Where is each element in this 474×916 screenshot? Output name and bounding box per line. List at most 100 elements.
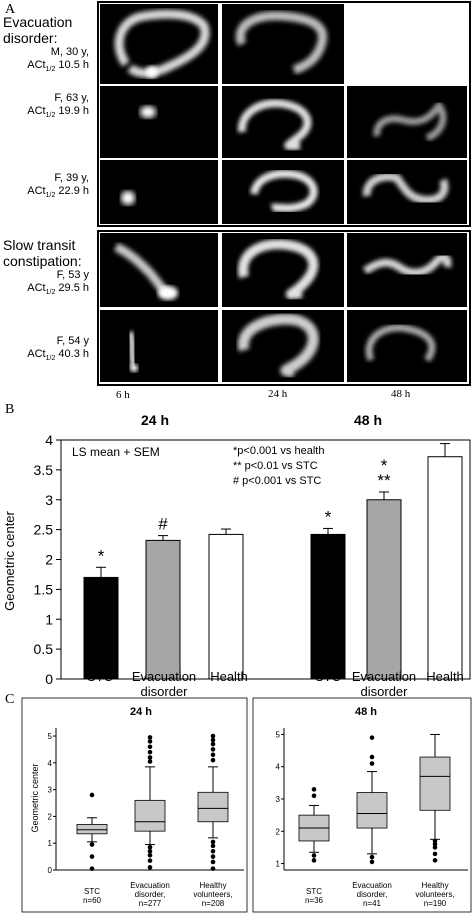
- box-category-line: n=36: [304, 896, 324, 905]
- outlier-point: [432, 851, 438, 857]
- y-tick-label: 0: [48, 866, 53, 875]
- group-label-evacuation: Evacuation disorder: M, 30 y, ACt1/2 10.…: [3, 14, 95, 76]
- scan-frame-bottom: [97, 230, 471, 386]
- box-category-line: n=190: [423, 899, 447, 908]
- patient-info: F, 54 y: [56, 335, 89, 347]
- outlier-point: [432, 845, 438, 850]
- box-category-label: STC n=36: [294, 887, 334, 905]
- outlier-point: [147, 759, 153, 764]
- bar: [208, 533, 244, 680]
- outlier-point: [210, 848, 216, 854]
- x-label-line: Evacuation: [351, 669, 417, 684]
- outlier-point: [89, 842, 95, 847]
- box-category-line: Healthy: [199, 881, 227, 890]
- outlier-point: [210, 843, 216, 849]
- bar-chart: 24 h 48 h Geometric center LS mean + SEM…: [2, 412, 471, 687]
- patient-info: F, 53 y: [56, 269, 89, 281]
- box-category-line: n=60: [82, 896, 102, 905]
- box-category-line: STC: [306, 887, 322, 896]
- y-tick-label: 3: [48, 786, 53, 795]
- patient-label-2: F, 63 y, ACt1/2 19.9 h: [3, 92, 89, 122]
- timepoint-label-6h: 6 h: [116, 389, 130, 401]
- outlier-point: [89, 792, 95, 798]
- y-tick-label: 4: [45, 432, 53, 448]
- y-tick-label: 5: [276, 730, 281, 739]
- x-label: STC: [87, 669, 113, 684]
- y-tick-label: 0: [45, 671, 53, 687]
- outlier-point: [147, 858, 153, 863]
- patient-info: M, 30 y,: [50, 46, 89, 58]
- panel-a-letter: A: [5, 2, 16, 17]
- scan-image: [347, 160, 467, 224]
- bar: [427, 456, 463, 680]
- y-tick-label: 0.5: [34, 641, 54, 657]
- outlier-point: [147, 755, 153, 760]
- box-category-line: volunteers,: [193, 890, 233, 899]
- patient-label-3: F, 39 y, ACt1/2 22.9 h: [3, 172, 89, 202]
- group-title-line: Evacuation: [3, 14, 73, 30]
- significance-mark: *: [98, 546, 105, 565]
- outlier-point: [210, 854, 216, 859]
- box-category-line: STC: [84, 887, 100, 896]
- group-label-slow-transit: Slow transit constipation: F, 53 y ACt1/…: [3, 237, 95, 299]
- scan-image: [222, 86, 344, 158]
- outlier-point: [89, 854, 95, 859]
- box-title-24h: 24 h: [130, 706, 152, 718]
- outlier-point: [147, 865, 153, 870]
- patient-act: ACt1/2 10.5 h: [27, 59, 89, 74]
- outlier-point: [210, 757, 216, 763]
- patient-info: F, 39 y,: [54, 172, 89, 184]
- group-header-24h: 24 h: [141, 412, 169, 428]
- scan-image: [222, 4, 344, 84]
- box: [197, 791, 229, 823]
- y-tick-label: 2: [48, 812, 53, 821]
- y-tick-label: 4: [48, 759, 53, 768]
- scan-image: [222, 160, 344, 224]
- bar: [83, 576, 119, 680]
- box-category-line: Healthy: [421, 881, 449, 890]
- outlier-point: [210, 752, 216, 758]
- outlier-point: [210, 737, 216, 743]
- outlier-point: [311, 858, 317, 863]
- x-label: Evacuation disorder: [346, 669, 422, 699]
- box: [76, 824, 108, 835]
- bar: [310, 533, 346, 680]
- y-tick-label: 2: [276, 827, 281, 836]
- group-title-line: disorder:: [3, 30, 58, 46]
- patient-act: ACt1/2 19.9 h: [27, 105, 89, 120]
- box-category-label: Evacuation disorder, n=41: [344, 881, 400, 908]
- box-category-line: disorder,: [356, 890, 388, 899]
- outlier-point: [432, 858, 438, 863]
- outlier-point: [147, 735, 153, 740]
- y-tick-label: 1.5: [34, 581, 54, 597]
- scan-image: [100, 86, 218, 158]
- box: [134, 799, 166, 832]
- y-tick-label: 2.5: [34, 522, 54, 538]
- outlier-point: [311, 787, 317, 792]
- y-tick-label: 3.5: [34, 462, 54, 478]
- outlier-point: [147, 852, 153, 858]
- box-panel-left-frame: [21, 697, 248, 913]
- significance-mark: #: [158, 515, 168, 534]
- y-axis-label: Geometric center: [2, 510, 17, 610]
- patient-act: ACt1/2 40.3 h: [27, 348, 89, 363]
- patient-info: F, 63 y,: [54, 92, 89, 104]
- box-category-label: Healthy volunteers, n=208: [184, 881, 242, 908]
- outlier-point: [369, 859, 375, 865]
- patient-label-5: F, 54 y ACt1/2 40.3 h: [3, 335, 89, 365]
- scan-image: [347, 310, 467, 382]
- box-category-label: Healthy volunteers, n=190: [404, 881, 466, 908]
- scan-image: [100, 4, 218, 84]
- outlier-point: [210, 733, 216, 739]
- box: [419, 756, 451, 811]
- significance-mark: *: [381, 456, 388, 475]
- outlier-point: [147, 844, 153, 850]
- outlier-point: [311, 853, 317, 858]
- x-label: Evacuation disorder: [126, 669, 202, 699]
- outlier-point: [210, 866, 216, 871]
- outlier-point: [369, 761, 375, 766]
- scan-frame-top: [97, 1, 471, 227]
- outlier-point: [147, 749, 153, 755]
- panel-c-letter: C: [5, 692, 15, 707]
- scan-image: [222, 310, 344, 382]
